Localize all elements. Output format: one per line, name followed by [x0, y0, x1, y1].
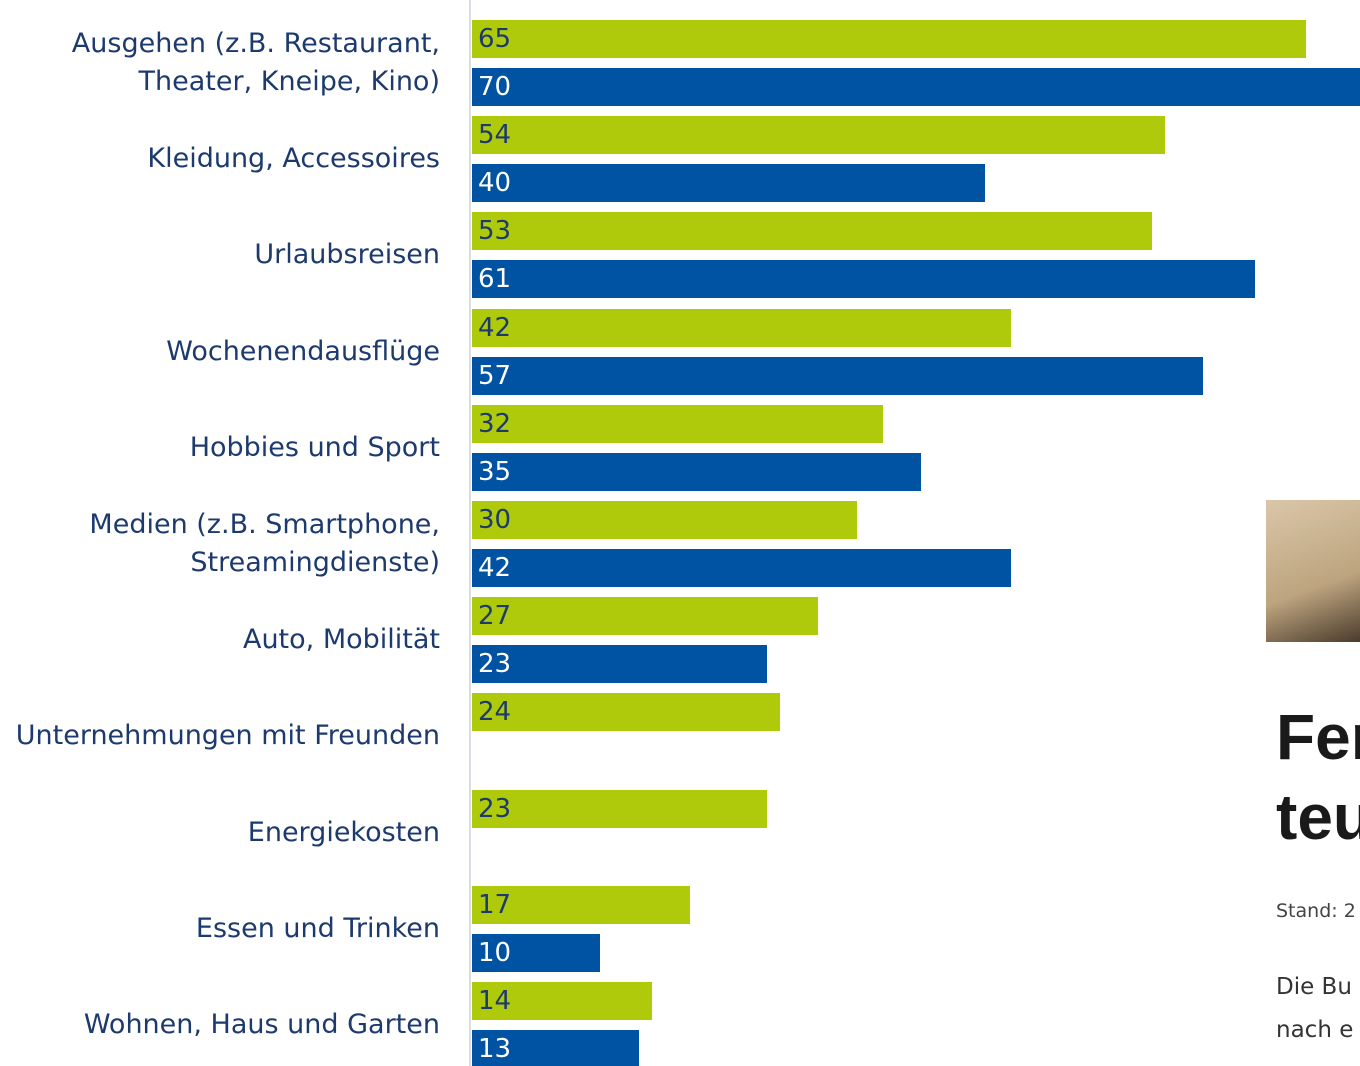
value-label: 27	[478, 597, 511, 635]
bar	[472, 453, 921, 491]
category-label: Wochenendausflüge	[0, 333, 440, 371]
category-label: Essen und Trinken	[0, 910, 440, 948]
value-label: 10	[478, 934, 511, 972]
value-label: 30	[478, 501, 511, 539]
bar	[472, 501, 857, 539]
article: Fer teu Stand: 2 Die Bu nach e	[1276, 0, 1360, 1066]
value-label: 24	[478, 693, 511, 731]
category-label: Auto, Mobilität	[0, 621, 440, 659]
value-label: 42	[478, 549, 511, 587]
body-text: nach e	[1276, 1017, 1353, 1043]
category-label: Urlaubsreisen	[0, 236, 440, 274]
headline[interactable]: teu	[1276, 780, 1360, 854]
axis-line	[469, 0, 471, 1066]
category-label: Ausgehen (z.B. Restaurant, Theater, Knei…	[0, 25, 440, 101]
category-label: Unternehmungen mit Freunden	[0, 717, 440, 755]
headline[interactable]: Fer	[1276, 700, 1360, 774]
bar	[472, 309, 1011, 347]
value-label: 14	[478, 982, 511, 1020]
bar	[472, 164, 985, 202]
value-label: 70	[478, 68, 511, 106]
value-label: 61	[478, 260, 511, 298]
date: Stand: 2	[1276, 900, 1356, 922]
value-label: 65	[478, 20, 511, 58]
value-label: 53	[478, 212, 511, 250]
value-label: 57	[478, 357, 511, 395]
bar	[472, 260, 1255, 298]
value-label: 42	[478, 309, 511, 347]
bar	[472, 597, 818, 635]
bar	[472, 212, 1152, 250]
value-label: 23	[478, 645, 511, 683]
category-label: Hobbies und Sport	[0, 429, 440, 467]
value-label: 13	[478, 1030, 511, 1066]
category-label: Energiekosten	[0, 814, 440, 852]
value-label: 23	[478, 790, 511, 828]
value-label: 32	[478, 405, 511, 443]
body-text: Die Bu	[1276, 974, 1352, 1000]
bar	[472, 790, 767, 828]
value-label: 35	[478, 453, 511, 491]
bar	[472, 20, 1306, 58]
bar	[472, 693, 780, 731]
bar	[472, 68, 1360, 106]
value-label: 40	[478, 164, 511, 202]
page: Ausgehen (z.B. Restaurant, Theater, Knei…	[0, 0, 1360, 1066]
bar	[472, 645, 767, 683]
category-label: Kleidung, Accessoires	[0, 140, 440, 178]
category-label: Wohnen, Haus und Garten	[0, 1006, 440, 1044]
category-label: Medien (z.B. Smartphone, Streamingdienst…	[0, 506, 440, 582]
value-label: 54	[478, 116, 511, 154]
bar	[472, 549, 1011, 587]
bar	[472, 116, 1165, 154]
value-label: 17	[478, 886, 511, 924]
bar	[472, 357, 1203, 395]
bar	[472, 405, 883, 443]
